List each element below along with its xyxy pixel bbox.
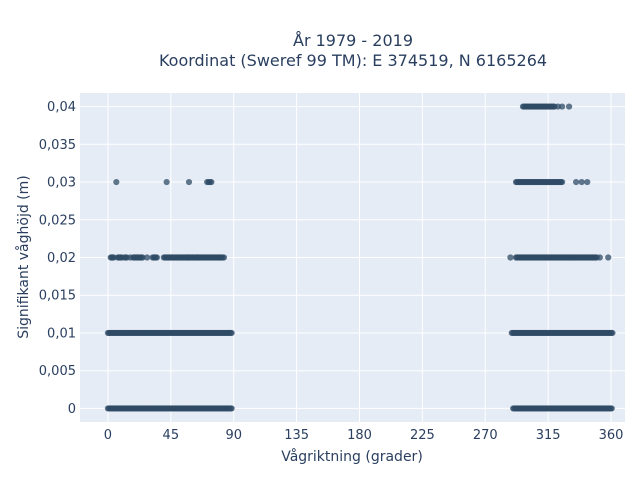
y-tick-label: 0,015 <box>39 289 76 304</box>
x-tick-label: 45 <box>163 428 180 443</box>
data-points <box>104 103 616 412</box>
chart-subtitle: Koordinat (Sweref 99 TM): E 374519, N 61… <box>159 51 547 70</box>
y-tick-label: 0,025 <box>39 213 76 228</box>
data-point <box>208 178 215 186</box>
x-tick-label: 135 <box>284 428 309 443</box>
data-point <box>185 178 193 186</box>
y-axis-label: Signifikant våghöjd (m) <box>15 175 32 338</box>
x-tick-label: 0 <box>104 428 112 443</box>
x-tick-label: 90 <box>225 428 242 443</box>
y-tick-label: 0,04 <box>47 100 76 115</box>
data-point <box>228 405 235 412</box>
data-point <box>127 254 134 261</box>
x-tick-label: 225 <box>410 428 435 443</box>
data-point <box>507 254 514 261</box>
y-tick-label: 0,005 <box>39 364 76 379</box>
y-tick-label: 0,035 <box>39 138 76 153</box>
x-tick-label: 360 <box>599 428 624 443</box>
data-point <box>228 329 235 337</box>
data-point <box>608 405 615 412</box>
data-point <box>572 178 580 186</box>
data-point <box>584 178 591 186</box>
data-point <box>559 103 566 110</box>
data-point <box>113 178 120 186</box>
data-point <box>139 254 146 261</box>
chart-title: År 1979 - 2019 <box>293 31 413 50</box>
data-point <box>605 254 612 261</box>
data-point <box>163 178 170 186</box>
data-point <box>194 254 201 261</box>
x-tick-labels: 0 45 90 135 180 225 270 315 360 <box>104 428 624 443</box>
data-point <box>143 254 151 261</box>
data-point <box>559 178 566 186</box>
x-tick-label: 180 <box>347 428 372 443</box>
y-tick-labels: 0 0,005 0,01 0,015 0,02 0,025 0,03 0,035 0,04 <box>39 100 76 417</box>
y-tick-label: 0,03 <box>47 176 76 191</box>
x-tick-label: 270 <box>473 428 498 443</box>
x-axis-label: Vågriktning (grader) <box>281 448 423 465</box>
data-point <box>578 178 585 186</box>
y-tick-label: 0 <box>68 402 76 417</box>
data-point <box>153 254 160 261</box>
data-point <box>566 103 573 110</box>
data-point <box>220 254 228 261</box>
y-tick-label: 0,02 <box>47 251 76 266</box>
x-tick-label: 315 <box>536 428 561 443</box>
data-point <box>185 254 193 261</box>
data-point <box>609 329 616 337</box>
data-point <box>596 254 603 261</box>
data-point <box>110 254 117 261</box>
y-tick-label: 0,01 <box>47 326 76 341</box>
